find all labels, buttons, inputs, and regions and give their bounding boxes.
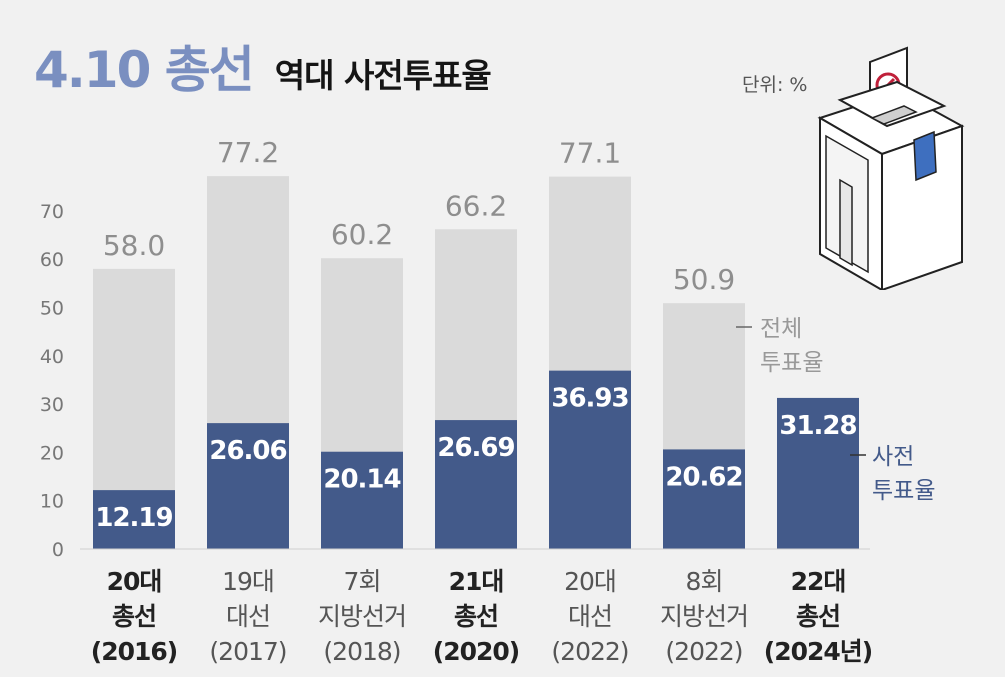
total-turnout-label: 77.2: [217, 136, 279, 169]
early-turnout-label: 36.93: [551, 384, 628, 414]
y-tick-label: 50: [40, 298, 64, 320]
y-tick-label: 40: [40, 346, 64, 368]
y-tick-label: 0: [52, 539, 64, 561]
title-highlight: 4.10 총선: [34, 41, 255, 99]
x-category-label: 대선: [568, 602, 612, 631]
total-turnout-label: 77.1: [559, 137, 621, 170]
x-category-label: (2024년): [764, 637, 872, 666]
x-category-label: 총선: [796, 602, 840, 631]
x-category-label: (2017): [209, 637, 286, 666]
x-category-label: 대선: [226, 602, 270, 631]
early-turnout-bar: [321, 451, 403, 549]
x-category-label: 총선: [112, 602, 156, 631]
unit-label: 단위: %: [742, 74, 808, 96]
chart-title: 4.10 총선 역대 사전투표율: [34, 30, 492, 110]
legend-early-label: 사전: [872, 444, 914, 470]
legend-total-label: 투표율: [760, 350, 823, 376]
early-turnout-bar: [549, 370, 631, 549]
x-category-label: 21대: [449, 567, 504, 596]
early-turnout-bar: [435, 420, 517, 549]
legend-early-label: 투표율: [872, 478, 935, 504]
title-subtitle: 역대 사전투표율: [274, 56, 492, 95]
y-tick-label: 70: [40, 201, 64, 223]
total-turnout-label: 58.0: [103, 229, 165, 262]
total-turnout-label: 60.2: [331, 218, 393, 251]
early-turnout-bar: [207, 423, 289, 549]
ballot-box-icon: [817, 46, 965, 290]
y-tick-label: 20: [40, 442, 64, 464]
early-turnout-label: 20.14: [323, 465, 400, 495]
legend-total-label: 전체: [760, 316, 802, 342]
x-category-label: (2016): [91, 637, 177, 666]
x-category-label: 지방선거: [660, 602, 748, 631]
early-turnout-bar: [777, 397, 859, 549]
x-category-label: (2022): [665, 637, 742, 666]
x-category-label: 총선: [454, 602, 498, 631]
x-category-label: 19대: [222, 567, 274, 596]
early-turnout-bar: [663, 449, 745, 549]
x-category-label: 20대: [564, 567, 616, 596]
x-category-label: 지방선거: [318, 602, 406, 631]
early-turnout-bar: [93, 490, 175, 549]
y-tick-label: 30: [40, 394, 64, 416]
x-category-label: 8회: [686, 567, 723, 596]
y-tick-label: 60: [40, 249, 64, 271]
x-category-label: (2018): [323, 637, 400, 666]
early-turnout-label: 26.69: [437, 433, 514, 463]
early-turnout-label: 12.19: [95, 503, 172, 533]
total-turnout-label: 66.2: [445, 189, 507, 222]
early-turnout-label: 31.28: [779, 411, 856, 441]
early-turnout-label: 26.06: [209, 436, 286, 466]
x-category-label: 22대: [791, 567, 846, 596]
x-category-label: (2020): [433, 637, 519, 666]
x-category-label: (2022): [551, 637, 628, 666]
x-category-label: 20대: [107, 567, 162, 596]
y-tick-label: 10: [40, 491, 64, 513]
x-category-label: 7회: [344, 567, 381, 596]
early-turnout-label: 20.62: [665, 462, 742, 492]
total-turnout-label: 50.9: [673, 263, 735, 296]
